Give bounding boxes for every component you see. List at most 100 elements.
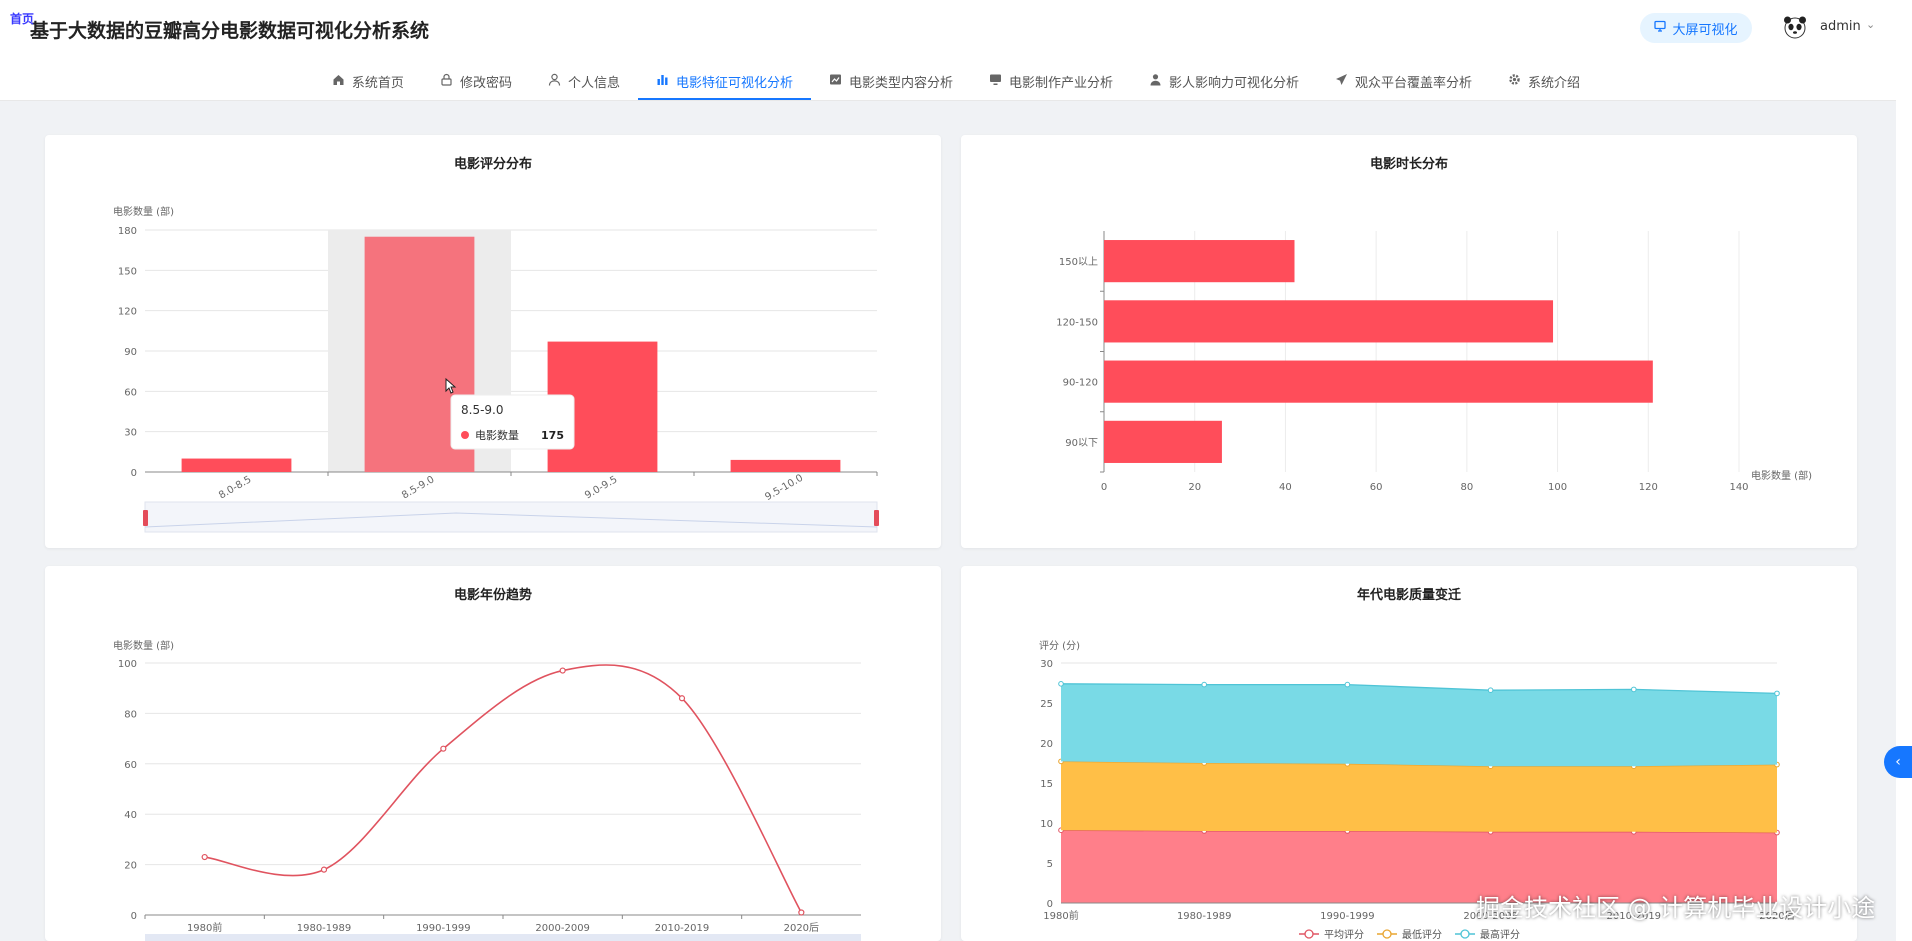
- y-tick-label: 25: [1040, 699, 1053, 710]
- x-tick-label: 2020后: [1759, 910, 1794, 922]
- main-nav: 系统首页 修改密码 个人信息 电影特征可视化分析 电影类型内容分析: [0, 62, 1912, 100]
- legend-marker: [1304, 929, 1314, 939]
- top-bar: 基于大数据的豆瓣高分电影数据可视化分析系统 首页 大屏可视化 admin ⌄ 系…: [0, 0, 1912, 101]
- y-axis-label: 评分 (分): [1039, 640, 1080, 652]
- data-point: [798, 909, 805, 916]
- chevron-down-icon[interactable]: ⌄: [1866, 18, 1876, 31]
- side-panel-toggle[interactable]: ‹: [1884, 746, 1912, 778]
- tooltip-series: 电影数量: [475, 429, 519, 442]
- nav-item-about[interactable]: 系统介绍: [1490, 62, 1598, 100]
- data-point: [1774, 690, 1780, 697]
- series-line: [1060, 683, 1778, 695]
- series-line: [1060, 829, 1778, 834]
- nav-item-audience-coverage[interactable]: 观众平台覆盖率分析: [1317, 62, 1490, 100]
- user-name[interactable]: admin: [1820, 19, 1861, 34]
- legend-label: 平均评分: [1324, 929, 1364, 941]
- bar: [1104, 300, 1554, 343]
- y-tick-label: 5: [1047, 859, 1053, 870]
- user-icon: [548, 73, 561, 90]
- year-trend-chart[interactable]: 电影数量 (部) 0 20 40 60 80 100 1980前 1980-1989 1990-1…: [45, 566, 941, 941]
- nav-label: 个人信息: [567, 75, 620, 91]
- y-tick-label: 30: [124, 428, 137, 439]
- legend-marker: [1382, 929, 1392, 939]
- year-trend-card: 电影年份趋势 电影数量 (部) 0 20 40 60 80 100 1980前 1980-198…: [45, 566, 941, 941]
- watermark: 掘金技术社区 @ 计算机毕业设计小途: [1476, 894, 1876, 922]
- bar: [730, 459, 841, 472]
- bigscreen-label: 大屏可视化: [1672, 22, 1738, 38]
- nav-label: 修改密码: [459, 75, 512, 91]
- rating-distribution-chart[interactable]: 电影数量 (部) 0 30 60 90 120 150 180 8.0-8.5 8.5-9.0 9.…: [45, 135, 941, 548]
- nav-item-movie-features[interactable]: 电影特征可视化分析: [637, 62, 812, 100]
- data-point: [678, 695, 686, 702]
- x-tick-label: 1990-1999: [1320, 911, 1375, 922]
- bigscreen-button[interactable]: 大屏可视化: [1640, 13, 1752, 43]
- nav-label: 电影类型内容分析: [848, 75, 953, 91]
- nav-label: 系统首页: [351, 75, 404, 91]
- bar: [1104, 240, 1295, 283]
- x-tick-label: 20: [1188, 482, 1201, 493]
- data-point: [320, 866, 328, 873]
- nav-label: 电影制作产业分析: [1009, 75, 1114, 91]
- tooltip-box: [450, 394, 575, 450]
- series-area: [1061, 761, 1777, 833]
- nav-item-profile[interactable]: 个人信息: [530, 62, 638, 100]
- x-tick-label: 1980-1989: [297, 923, 352, 934]
- rating-distribution-card: 电影评分分布 电影数量 (部) 0 30 60 90 120 150 180 8.0-8.5 8.…: [45, 135, 941, 548]
- chart-title: 电影时长分布: [1369, 157, 1448, 172]
- nav-label: 影人影响力可视化分析: [1169, 75, 1300, 91]
- monitor-icon: [1654, 20, 1667, 36]
- page-scrollbar[interactable]: [1896, 100, 1912, 941]
- x-tick-label: 40: [1279, 482, 1292, 493]
- y-tick-label: 15: [1040, 779, 1053, 790]
- datazoom-slider: [145, 934, 861, 941]
- y-tick-label: 120: [118, 307, 137, 318]
- x-tick-label: 100: [1548, 482, 1567, 493]
- tooltip-value: 175: [541, 429, 564, 442]
- data-point: [559, 667, 566, 674]
- y-tick-label: 40: [124, 810, 137, 821]
- data-point: [1487, 687, 1494, 693]
- nav-label: 观众平台覆盖率分析: [1355, 75, 1473, 91]
- data-point: [1058, 681, 1064, 687]
- y-tick-label: 90: [124, 347, 137, 358]
- x-tick-label: 1980前: [1043, 909, 1078, 922]
- chart-title: 电影年份趋势: [453, 588, 532, 603]
- y-tick-label: 0: [1047, 899, 1053, 910]
- nav-item-people-influence[interactable]: 影人影响力可视化分析: [1131, 62, 1317, 100]
- y-tick-label: 150以上: [1059, 256, 1098, 268]
- y-tick-label: 0: [131, 911, 137, 922]
- x-tick-label: 140: [1729, 482, 1748, 493]
- nav-label: 电影特征可视化分析: [675, 75, 793, 91]
- y-tick-label: 60: [124, 760, 137, 771]
- lock-icon: [440, 73, 453, 90]
- line-chart-icon: [829, 73, 842, 90]
- y-tick-label: 0: [131, 468, 137, 479]
- x-tick-label: 1980-1989: [1177, 911, 1232, 922]
- nav-item-genre-analysis[interactable]: 电影类型内容分析: [811, 62, 971, 100]
- x-tick-label: 2010-2019: [1607, 911, 1662, 922]
- y-tick-label: 60: [124, 387, 137, 398]
- x-tick-label: 2010-2019: [655, 923, 710, 934]
- quality-change-card: 年代电影质量变迁 评分 (分) 0 5 10 15 20 25 30 1980前 1980-198…: [961, 566, 1857, 941]
- person-icon: [1149, 73, 1162, 90]
- legend-marker: [1460, 929, 1470, 939]
- data-point: [201, 853, 208, 861]
- data-point: [1201, 681, 1207, 688]
- legend-label: 最高评分: [1480, 928, 1520, 941]
- x-tick-label: 2020后: [784, 922, 819, 934]
- series-area: [1061, 683, 1777, 767]
- data-point: [440, 745, 447, 752]
- nav-item-home[interactable]: 系统首页: [314, 62, 422, 100]
- y-tick-label: 10: [1040, 819, 1053, 830]
- corner-badge[interactable]: 首页: [10, 12, 35, 26]
- nav-item-change-password[interactable]: 修改密码: [422, 62, 530, 100]
- quality-change-chart[interactable]: 评分 (分) 0 5 10 15 20 25 30 1980前 1980-1989 1990-199…: [961, 566, 1857, 941]
- datazoom-preview: [144, 512, 878, 528]
- nav-item-production-analysis[interactable]: 电影制作产业分析: [971, 62, 1131, 100]
- bar-chart-icon: [656, 73, 669, 90]
- data-point: [1344, 681, 1351, 688]
- y-tick-label: 80: [124, 709, 137, 720]
- avatar[interactable]: [1782, 14, 1808, 40]
- y-tick-label: 20: [124, 861, 137, 872]
